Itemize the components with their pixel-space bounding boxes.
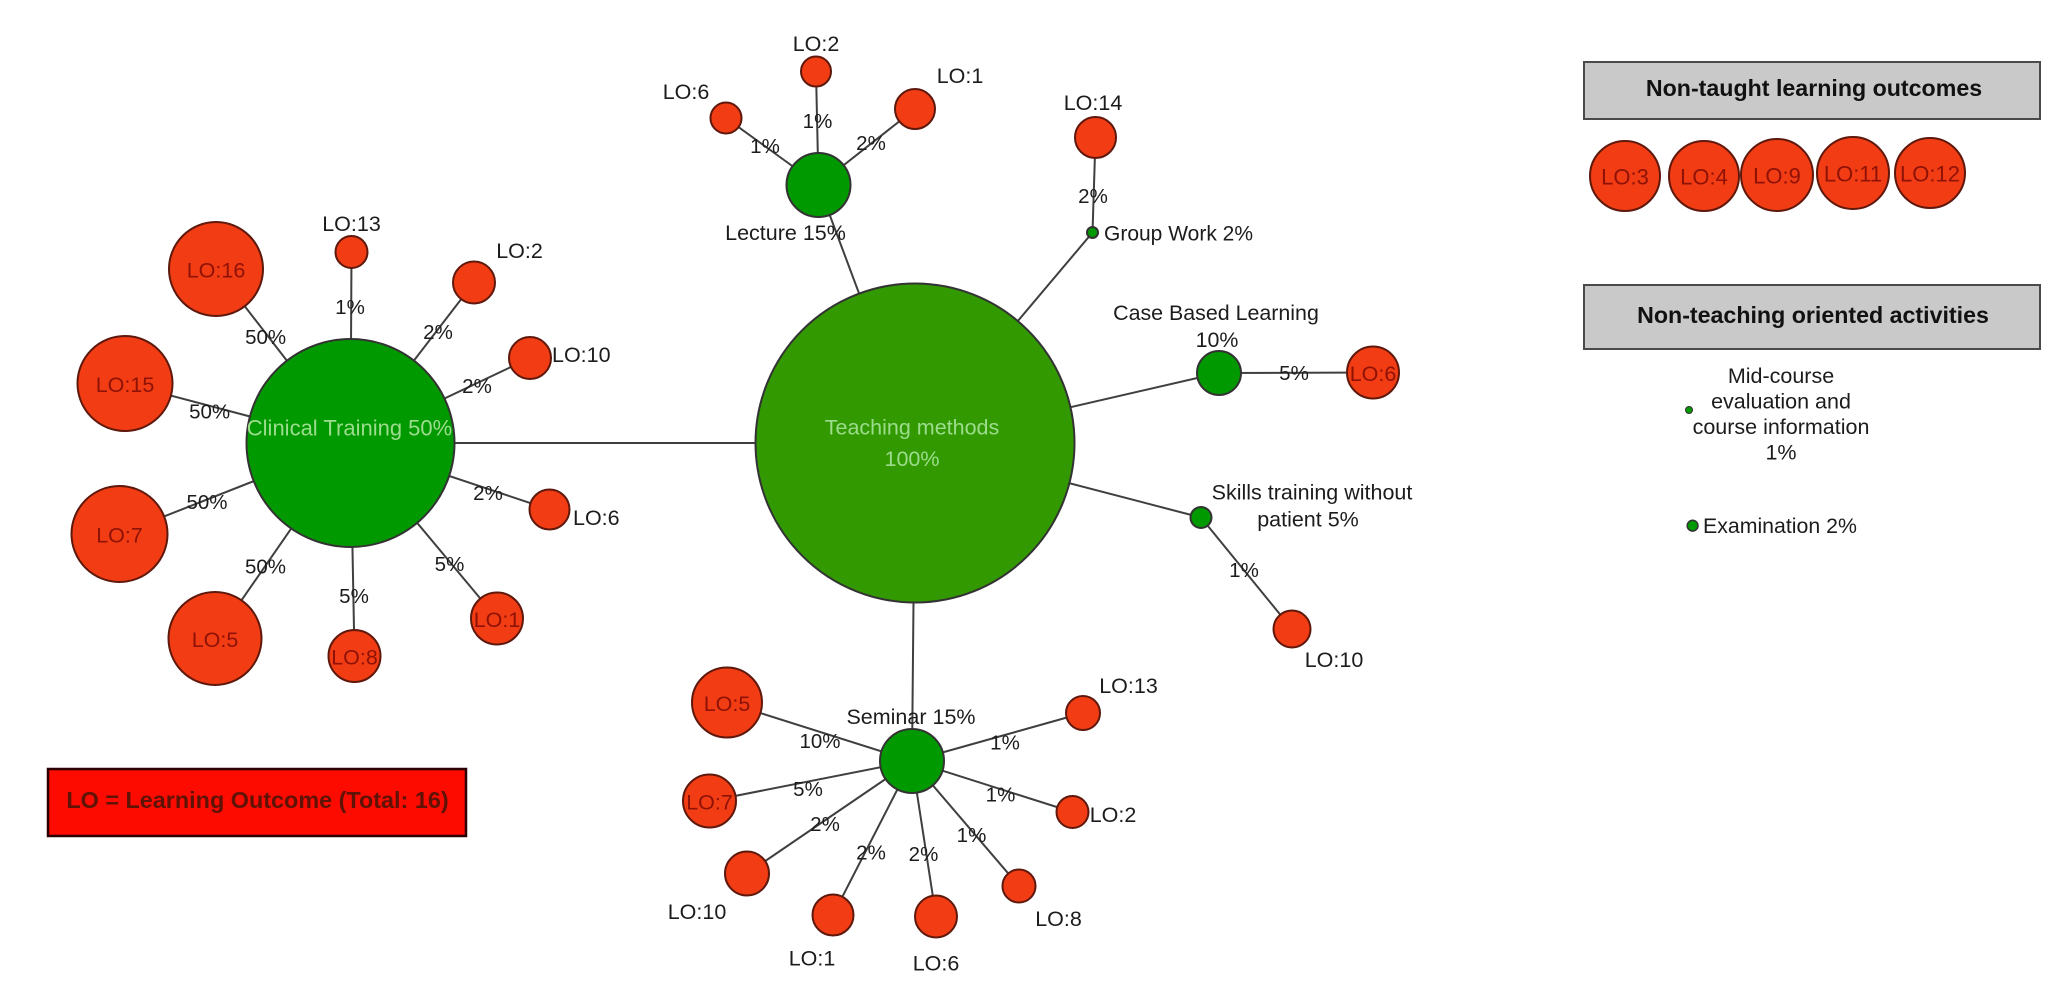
svg-text:50%: 50% — [245, 326, 286, 349]
svg-text:patient 5%: patient 5% — [1257, 508, 1359, 532]
svg-text:LO:7: LO:7 — [686, 791, 733, 815]
svg-text:1%: 1% — [335, 296, 365, 319]
svg-text:5%: 5% — [435, 553, 465, 576]
svg-text:LO:1: LO:1 — [474, 608, 521, 632]
svg-text:LO:12: LO:12 — [1900, 162, 1960, 187]
svg-text:2%: 2% — [856, 842, 886, 865]
svg-text:1%: 1% — [1229, 559, 1259, 582]
svg-text:Teaching methods: Teaching methods — [825, 416, 1000, 440]
svg-text:Seminar 15%: Seminar 15% — [846, 705, 975, 729]
svg-text:LO:8: LO:8 — [331, 646, 378, 670]
svg-text:LO:16: LO:16 — [187, 259, 246, 283]
svg-text:LO:6: LO:6 — [573, 506, 620, 530]
svg-text:LO:13: LO:13 — [1099, 674, 1158, 698]
svg-text:50%: 50% — [189, 401, 230, 424]
svg-text:Non-taught learning outcomes: Non-taught learning outcomes — [1646, 75, 1982, 101]
svg-text:LO:1: LO:1 — [789, 947, 836, 971]
svg-text:2%: 2% — [462, 375, 492, 398]
svg-text:10%: 10% — [799, 730, 840, 753]
svg-text:Skills training without: Skills training without — [1212, 481, 1413, 505]
svg-text:Case Based Learning: Case Based Learning — [1113, 301, 1319, 325]
svg-text:LO:5: LO:5 — [192, 628, 239, 652]
svg-text:LO:5: LO:5 — [704, 692, 751, 716]
svg-text:LO:9: LO:9 — [1753, 164, 1801, 189]
svg-text:5%: 5% — [793, 778, 823, 801]
svg-text:1%: 1% — [803, 110, 833, 133]
svg-text:50%: 50% — [245, 556, 286, 579]
svg-text:5%: 5% — [1279, 362, 1309, 385]
svg-text:LO:7: LO:7 — [96, 524, 143, 548]
svg-text:1%: 1% — [986, 784, 1016, 807]
svg-text:50%: 50% — [186, 491, 227, 514]
svg-text:LO:4: LO:4 — [1680, 165, 1728, 190]
svg-text:Lecture 15%: Lecture 15% — [725, 221, 846, 245]
svg-text:LO:2: LO:2 — [1090, 803, 1137, 827]
svg-text:LO:2: LO:2 — [496, 239, 543, 263]
svg-text:10%: 10% — [1196, 328, 1239, 352]
svg-text:100%: 100% — [885, 447, 940, 471]
svg-text:2%: 2% — [856, 132, 886, 155]
svg-text:LO:15: LO:15 — [96, 373, 155, 397]
svg-text:Examination 2%: Examination 2% — [1703, 514, 1857, 538]
svg-text:2%: 2% — [473, 482, 503, 505]
svg-text:LO:10: LO:10 — [668, 900, 727, 924]
svg-text:1%: 1% — [750, 135, 780, 158]
svg-text:1%: 1% — [1765, 441, 1796, 465]
svg-text:1%: 1% — [957, 824, 987, 847]
svg-text:Clinical Training 50%: Clinical Training 50% — [247, 416, 452, 441]
svg-text:Group Work 2%: Group Work 2% — [1104, 223, 1253, 246]
svg-text:2%: 2% — [810, 813, 840, 836]
svg-text:LO:6: LO:6 — [913, 952, 960, 976]
svg-text:LO:10: LO:10 — [1305, 648, 1364, 672]
svg-text:LO:14: LO:14 — [1064, 91, 1123, 115]
svg-text:LO:2: LO:2 — [793, 32, 840, 56]
svg-text:LO:10: LO:10 — [552, 343, 611, 367]
svg-text:evaluation and: evaluation and — [1711, 390, 1851, 414]
svg-text:Non-teaching oriented activiti: Non-teaching oriented activities — [1637, 302, 1989, 328]
svg-text:1%: 1% — [990, 732, 1020, 755]
svg-text:2%: 2% — [423, 321, 453, 344]
svg-text:course information: course information — [1693, 415, 1870, 439]
svg-text:LO:8: LO:8 — [1035, 907, 1082, 931]
svg-text:Mid-course: Mid-course — [1728, 364, 1834, 388]
svg-text:LO = Learning Outcome (Total:: LO = Learning Outcome (Total: 16) — [66, 787, 448, 813]
svg-text:2%: 2% — [909, 843, 939, 866]
svg-text:LO:6: LO:6 — [663, 80, 710, 104]
svg-text:5%: 5% — [339, 585, 369, 608]
svg-text:LO:13: LO:13 — [322, 212, 381, 236]
svg-text:LO:6: LO:6 — [1350, 362, 1397, 386]
svg-text:LO:1: LO:1 — [937, 64, 984, 88]
svg-text:LO:11: LO:11 — [1824, 162, 1882, 187]
svg-text:LO:3: LO:3 — [1601, 165, 1649, 190]
svg-text:2%: 2% — [1078, 185, 1108, 208]
